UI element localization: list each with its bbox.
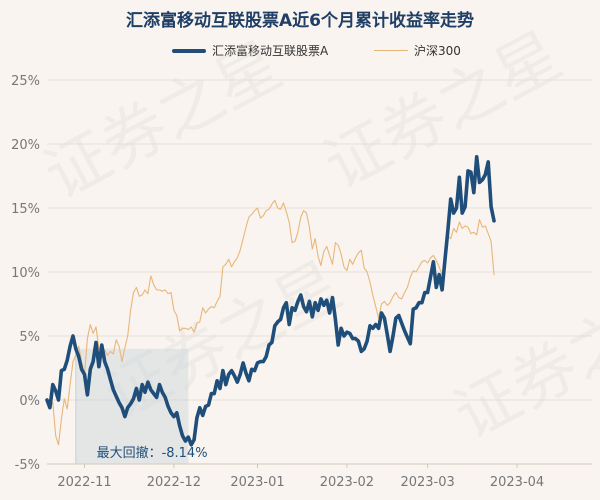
y-tick-label: 25% [11, 74, 40, 89]
y-tick-label: 15% [11, 202, 40, 217]
x-tick-label: 2022-11 [57, 475, 111, 490]
y-tick-label: 0% [19, 394, 40, 409]
y-tick-label: -5% [15, 458, 40, 473]
legend-label-index: 沪深300 [414, 44, 461, 58]
legend-swatch-fund [172, 48, 206, 53]
y-tick-label: 5% [19, 330, 40, 345]
watermark-text: 证券之星 [443, 269, 600, 455]
y-tick-label: 10% [11, 266, 40, 281]
x-tick-label: 2023-04 [490, 475, 544, 490]
x-tick-label: 2023-01 [230, 475, 284, 490]
chart-title: 汇添富移动互联股票A近6个月累计收益率走势 [126, 11, 474, 31]
legend-item-fund[interactable]: 汇添富移动互联股票A [172, 42, 328, 59]
legend: 汇添富移动互联股票A 沪深300 [0, 42, 600, 62]
legend-item-index[interactable]: 沪深300 [374, 42, 461, 59]
legend-swatch-index [374, 50, 408, 51]
series-line-fund [45, 155, 496, 447]
max-drawdown-label: 最大回撤：-8.14% [97, 445, 208, 461]
series-line-index [46, 199, 495, 446]
y-tick-label: 20% [11, 138, 40, 153]
legend-label-fund: 汇添富移动互联股票A [212, 44, 329, 58]
x-tick-label: 2022-12 [147, 475, 201, 490]
watermark-text: 证券之星 [313, 19, 574, 205]
x-tick-label: 2023-02 [320, 475, 374, 490]
watermark-text: 证券之星 [33, 29, 294, 215]
x-tick-label: 2023-03 [400, 475, 454, 490]
